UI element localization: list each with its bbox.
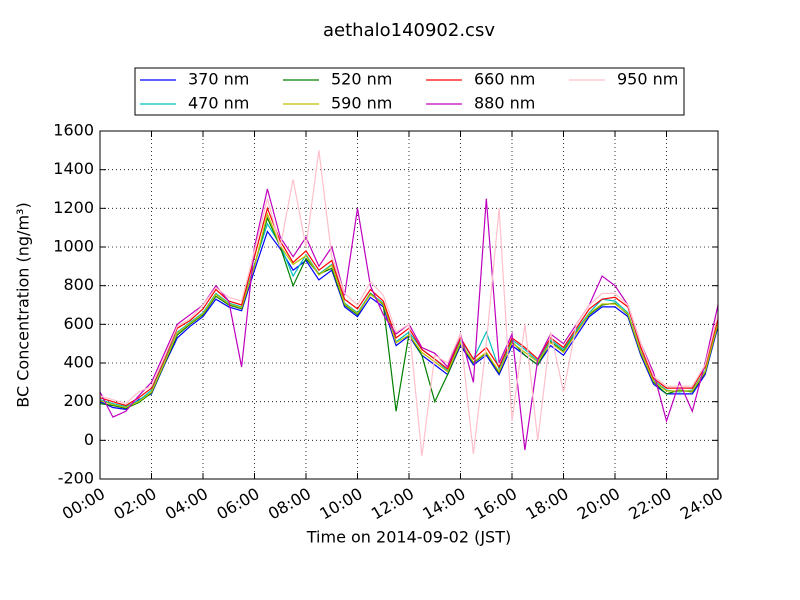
chart-title: aethalo140902.csv (323, 20, 495, 41)
y-tick-label: 0 (84, 430, 94, 449)
series-line (99, 216, 719, 412)
x-tick-label: 12:00 (368, 484, 417, 524)
y-tick-label: 200 (63, 391, 94, 410)
x-tick-label: 18:00 (522, 484, 571, 524)
series-line (99, 150, 719, 456)
x-tick-label: 06:00 (213, 484, 262, 524)
x-tick-label: 24:00 (677, 484, 726, 524)
x-tick-label: 04:00 (162, 484, 211, 524)
legend-label: 660 nm (474, 70, 535, 89)
legend-label: 370 nm (188, 70, 249, 89)
legend-label: 950 nm (617, 70, 678, 89)
x-tick-label: 02:00 (110, 484, 159, 524)
y-tick-label: 800 (63, 275, 94, 294)
y-tick-label: 400 (63, 353, 94, 372)
y-tick-label: 1000 (53, 237, 94, 256)
y-tick-label: -200 (58, 469, 94, 488)
y-tick-label: 600 (63, 314, 94, 333)
x-tick-label: 20:00 (574, 484, 623, 524)
y-axis-label: BC Concentration (ng/m³) (14, 202, 33, 407)
legend-label: 880 nm (474, 94, 535, 113)
x-tick-label: 08:00 (265, 484, 314, 524)
x-tick-label: 14:00 (419, 484, 468, 524)
y-tick-label: 1200 (53, 198, 94, 217)
legend-label: 520 nm (331, 70, 392, 89)
legend-label: 590 nm (331, 94, 392, 113)
x-tick-label: 00:00 (59, 484, 108, 524)
y-tick-label: 1400 (53, 159, 94, 178)
legend-box (134, 67, 685, 116)
legend-label: 470 nm (188, 94, 249, 113)
x-tick-label: 16:00 (471, 484, 520, 524)
series-line (99, 212, 719, 409)
x-tick-label: 10:00 (316, 484, 365, 524)
x-axis-label: Time on 2014-09-02 (JST) (306, 528, 511, 547)
plot-frame (99, 130, 719, 480)
x-tick-label: 22:00 (625, 484, 674, 524)
y-tick-label: 1600 (53, 121, 94, 140)
